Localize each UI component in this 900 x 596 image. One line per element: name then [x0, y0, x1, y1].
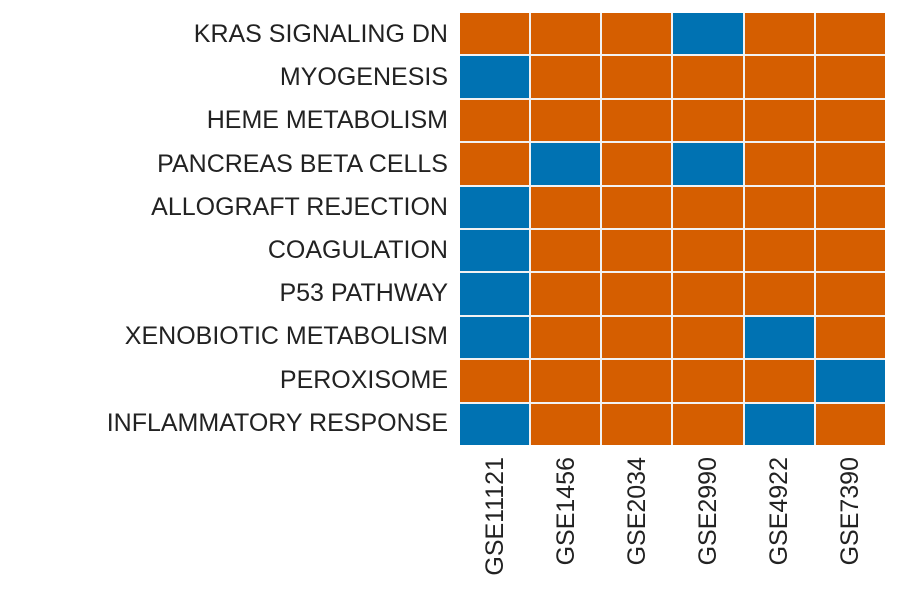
heatmap-cell	[744, 143, 814, 185]
heatmap-cell	[460, 186, 530, 228]
col-labels: GSE11121 GSE1456 GSE2034 GSE2990 GSE4922 GSE7…	[460, 457, 885, 596]
heatmap-cell	[531, 403, 601, 445]
heatmap-cell	[602, 56, 672, 98]
heatmap-cell	[602, 143, 672, 185]
heatmap-cell	[602, 273, 672, 315]
row-label: MYOGENESIS	[279, 63, 448, 92]
row-label: COAGULATION	[267, 236, 448, 265]
heatmap-cell	[815, 403, 885, 445]
heatmap-cell	[531, 99, 601, 142]
heatmap-cell	[744, 56, 814, 98]
heatmap-cell	[531, 230, 601, 272]
row-label: XENOBIOTIC METABOLISM	[124, 322, 448, 351]
heatmap-cell	[460, 273, 530, 315]
heatmap-cell	[673, 403, 743, 445]
heatmap-cell	[744, 360, 814, 402]
col-label-cell: GSE11121	[460, 457, 531, 596]
col-label-cell: GSE2990	[673, 457, 744, 596]
row-label: PEROXISOME	[279, 365, 448, 394]
heatmap-cell	[531, 360, 601, 402]
heatmap-cell	[531, 143, 601, 185]
heatmap-cell	[744, 13, 814, 55]
heatmap-cell	[673, 143, 743, 185]
heatmap-cell	[602, 186, 672, 228]
heatmap-cell	[673, 13, 743, 55]
col-label-cell: GSE2034	[602, 457, 673, 596]
heatmap-cell	[744, 316, 814, 359]
heatmap-grid	[460, 13, 885, 445]
heatmap-cell	[602, 230, 672, 272]
heatmap-cell	[673, 273, 743, 315]
heatmap-cell	[602, 403, 672, 445]
heatmap-cell	[815, 360, 885, 402]
col-label: GSE4922	[764, 457, 793, 566]
heatmap-cell	[602, 316, 672, 359]
heatmap-cell	[673, 56, 743, 98]
heatmap-cell	[602, 13, 672, 55]
heatmap-cell	[460, 56, 530, 98]
heatmap-cell	[460, 230, 530, 272]
heatmap-cell	[815, 99, 885, 142]
heatmap-cell	[531, 13, 601, 55]
heatmap-cell	[815, 143, 885, 185]
heatmap-cell	[531, 316, 601, 359]
row-label: INFLAMMATORY RESPONSE	[106, 408, 448, 437]
heatmap-cell	[460, 143, 530, 185]
heatmap-cell	[744, 230, 814, 272]
col-label: GSE2034	[623, 457, 652, 566]
heatmap-cell	[673, 316, 743, 359]
heatmap-cell	[815, 316, 885, 359]
heatmap-cell	[815, 230, 885, 272]
heatmap-cell	[460, 360, 530, 402]
heatmap-cell	[744, 403, 814, 445]
heatmap-cell	[531, 273, 601, 315]
heatmap-cell	[744, 273, 814, 315]
heatmap-cell	[673, 99, 743, 142]
heatmap-cell	[460, 316, 530, 359]
row-label: PANCREAS BETA CELLS	[157, 149, 448, 178]
heatmap-cell	[815, 186, 885, 228]
col-label-cell: GSE4922	[743, 457, 814, 596]
col-label: GSE1456	[552, 457, 581, 566]
heatmap-cell	[602, 360, 672, 402]
heatmap-cell	[460, 99, 530, 142]
row-label: HEME METABOLISM	[206, 106, 448, 135]
heatmap-cell	[744, 186, 814, 228]
heatmap-cell	[815, 56, 885, 98]
col-label: GSE7390	[835, 457, 864, 566]
heatmap-cell	[460, 13, 530, 55]
heatmap-cell	[531, 186, 601, 228]
col-label: GSE2990	[693, 457, 722, 566]
heatmap-cell	[744, 99, 814, 142]
heatmap-cell	[673, 186, 743, 228]
row-label: KRAS SIGNALING DN	[193, 20, 448, 49]
col-label: GSE11121	[481, 457, 510, 576]
row-labels: KRAS SIGNALING DN MYOGENESIS HEME METABOLI…	[0, 13, 448, 445]
row-label: ALLOGRAFT REJECTION	[151, 192, 448, 221]
heatmap-cell	[673, 230, 743, 272]
heatmap-cell	[815, 273, 885, 315]
heatmap-cell	[531, 56, 601, 98]
heatmap-cell	[460, 403, 530, 445]
row-label: P53 PATHWAY	[279, 279, 448, 308]
heatmap-cell	[602, 99, 672, 142]
col-label-cell: GSE7390	[814, 457, 885, 596]
heatmap-cell	[673, 360, 743, 402]
heatmap-cell	[815, 13, 885, 55]
col-label-cell: GSE1456	[531, 457, 602, 596]
